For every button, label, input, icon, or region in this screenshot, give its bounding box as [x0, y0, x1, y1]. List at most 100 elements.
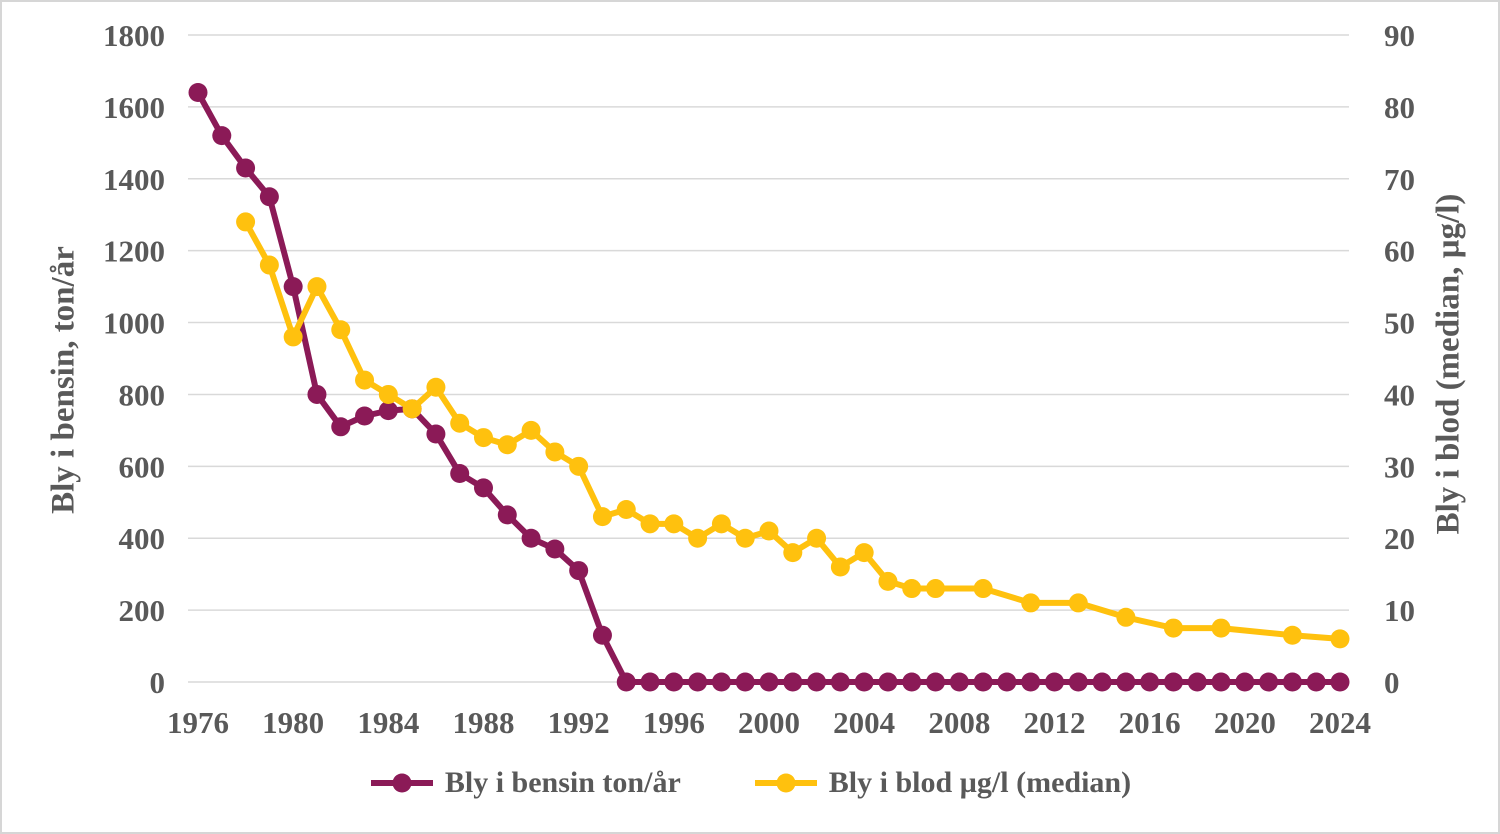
blod-marker [616, 499, 636, 519]
bensin-marker [212, 126, 232, 146]
bensin-marker [1140, 672, 1160, 692]
blod-marker [830, 557, 850, 577]
bensin-marker [1187, 672, 1207, 692]
blod-marker [236, 212, 256, 232]
blod-legend-swatch [754, 773, 817, 793]
blod-marker [854, 543, 874, 563]
blod-marker [878, 571, 898, 591]
blod-marker [688, 528, 708, 548]
x-axis-tick-label: 2016 [1119, 705, 1181, 740]
bensin-marker [378, 401, 398, 421]
bensin-marker [283, 277, 303, 297]
blod-marker [569, 456, 589, 476]
blod-marker [973, 579, 993, 599]
x-axis-tick-label: 1996 [643, 705, 705, 740]
left-axis-tick-label: 1200 [103, 234, 165, 269]
bensin-marker [1211, 672, 1231, 692]
x-axis-tick-label: 2004 [833, 705, 895, 740]
bensin-marker [474, 478, 493, 498]
right-axis-tick-label: 60 [1384, 234, 1415, 269]
left-axis-tick-label: 600 [119, 449, 166, 484]
bensin-marker [521, 528, 541, 548]
bensin-marker [735, 672, 755, 692]
blod-marker [259, 255, 279, 275]
blod-marker [1116, 607, 1136, 627]
bensin-legend-label: Bly i bensin ton/år [444, 766, 681, 799]
x-axis-tick-label: 2012 [1024, 705, 1086, 740]
bensin-marker [1330, 672, 1350, 692]
bensin-marker [973, 672, 993, 692]
right-axis-tick-label: 20 [1384, 521, 1415, 556]
right-axis-tick-label: 70 [1384, 162, 1415, 197]
bensin-marker [426, 424, 446, 444]
blod-marker [283, 327, 303, 347]
bensin-marker [997, 672, 1017, 692]
left-axis-tick-label: 1400 [103, 162, 165, 197]
right-axis-tick-label: 10 [1384, 593, 1415, 628]
right-axis-title: Bly i blod (median, µg/l) [1430, 193, 1467, 535]
left-axis-tick-label: 1800 [103, 18, 165, 53]
blod-marker [1163, 618, 1183, 638]
blod-marker [807, 528, 827, 548]
bensin-marker [640, 672, 660, 692]
bensin-marker [1092, 672, 1112, 692]
left-axis-tick-label: 1000 [103, 306, 165, 341]
blod-marker [1282, 625, 1302, 645]
left-axis-tick-label: 200 [119, 593, 166, 628]
blod-marker [1021, 593, 1041, 613]
bensin-marker [854, 672, 874, 692]
x-axis-tick-label: 1992 [548, 705, 610, 740]
bensin-marker [1235, 672, 1255, 692]
blod-marker [640, 514, 660, 534]
bensin-marker [1163, 672, 1183, 692]
blod-marker [664, 514, 684, 534]
blod-marker [1068, 593, 1088, 613]
bensin-marker [807, 672, 827, 692]
right-axis-tick-label: 80 [1384, 90, 1415, 125]
bensin-marker [355, 406, 375, 426]
left-axis-tick-label: 400 [119, 521, 166, 556]
blod-marker [331, 320, 351, 340]
bensin-marker [1068, 672, 1088, 692]
bensin-marker [1116, 672, 1136, 692]
right-axis-tick-label: 0 [1384, 665, 1400, 700]
blod-marker [926, 579, 946, 599]
blod-marker [474, 428, 493, 448]
legend: Bly i bensin ton/år Bly i blod µg/l (med… [2, 766, 1498, 800]
blod-marker [426, 377, 446, 397]
left-axis-tick-label: 800 [119, 377, 166, 412]
legend-item-bensin: Bly i bensin ton/år [369, 766, 681, 800]
x-axis-tick-label: 1976 [167, 705, 229, 740]
blod-marker [592, 507, 612, 527]
right-axis-tick-label: 90 [1384, 18, 1415, 53]
x-axis-tick-label: 1980 [262, 705, 324, 740]
blod-marker [735, 528, 755, 548]
x-axis-tick-label: 1984 [357, 705, 419, 740]
blod-marker [545, 442, 565, 462]
x-axis-tick-label: 2020 [1214, 705, 1276, 740]
blod-marker [450, 413, 470, 433]
bensin-marker [545, 539, 565, 559]
right-axis-tick-label: 40 [1384, 377, 1415, 412]
x-axis-tick-label: 2008 [928, 705, 990, 740]
bensin-marker [688, 672, 708, 692]
right-axis-tick-label: 50 [1384, 306, 1415, 341]
blod-marker [1330, 629, 1350, 649]
x-axis-tick-label: 2024 [1309, 705, 1371, 740]
bensin-marker [592, 625, 612, 645]
bensin-marker [759, 672, 779, 692]
left-axis-tick-label: 0 [150, 665, 166, 700]
blod-marker [783, 543, 803, 563]
blod-marker [307, 277, 327, 297]
bensin-marker [949, 672, 969, 692]
bensin-marker [830, 672, 850, 692]
bensin-marker [331, 417, 351, 437]
blod-legend-label: Bly i blod µg/l (median) [828, 766, 1132, 799]
bensin-marker [902, 672, 922, 692]
blod-marker [902, 579, 922, 599]
bensin-marker [450, 464, 470, 484]
left-axis-tick-label: 1600 [103, 90, 165, 125]
x-axis-tick-label: 1988 [453, 705, 515, 740]
blod-line [242, 218, 1343, 642]
